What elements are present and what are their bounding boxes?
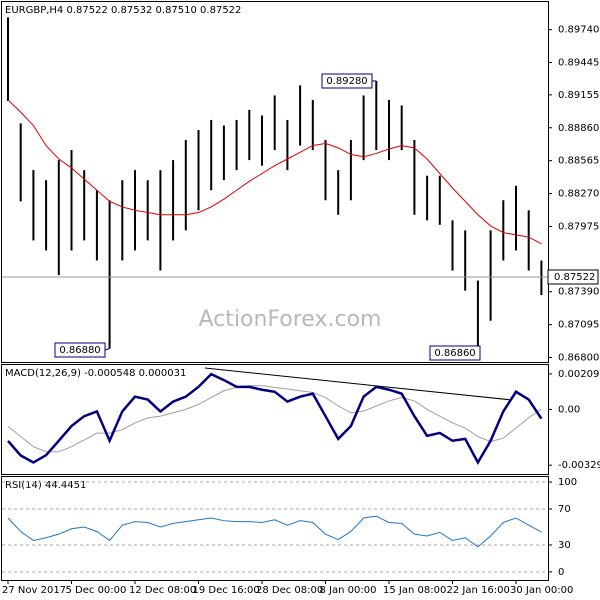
last-price-box xyxy=(547,269,599,285)
price-bar xyxy=(464,230,467,291)
x-tick-label: 19 Dec 16:00 xyxy=(193,585,260,596)
price-bar xyxy=(527,210,530,271)
price-bar xyxy=(388,99,390,161)
y-tick-label: -0.003292 xyxy=(558,460,600,471)
y-tick-label: 100 xyxy=(558,477,577,488)
price-bar xyxy=(324,140,327,201)
price-bar xyxy=(540,260,543,296)
price-bar xyxy=(19,123,22,202)
price-bar xyxy=(7,17,9,101)
x-tick-label: 8 Jan 00:00 xyxy=(320,585,377,596)
annotation-label: 0.86880 xyxy=(59,345,100,356)
macd-header: MACD(12,26,9) -0.000548 0.000031 xyxy=(5,368,186,379)
x-tick-label: 27 Nov 2017 xyxy=(2,585,66,596)
y-tick-label: 0.86800 xyxy=(558,353,599,364)
rsi-line xyxy=(7,515,542,548)
price-bar xyxy=(248,109,251,161)
y-tick-label: 0.89155 xyxy=(558,90,599,101)
y-tick-label: 0.88565 xyxy=(558,156,599,167)
x-tick-label: 5 Dec 00:00 xyxy=(66,585,127,596)
macd-panel xyxy=(1,364,549,475)
annotation-label: 0.86860 xyxy=(434,348,475,359)
x-tick-label: 30 Jan 00:00 xyxy=(510,585,573,596)
y-tick-label: 0.00 xyxy=(558,404,580,415)
y-tick-label: 30 xyxy=(558,540,571,551)
price-bar xyxy=(476,280,479,351)
price-header: EURGBP,H4 0.87522 0.87532 0.87510 0.8752… xyxy=(5,5,241,16)
price-bar xyxy=(108,200,111,349)
price-bar xyxy=(210,119,213,191)
last-price-label: 0.87522 xyxy=(554,272,595,283)
price-bar xyxy=(502,200,505,261)
annotation-box xyxy=(54,342,106,358)
price-bar xyxy=(57,160,60,275)
annotation-box xyxy=(429,345,481,361)
price-bar xyxy=(159,170,162,271)
price-bar xyxy=(489,230,492,321)
x-tick-label: 12 Dec 08:00 xyxy=(129,585,196,596)
x-tick-label: 22 Jan 16:00 xyxy=(447,585,510,596)
price-bar xyxy=(172,160,175,241)
price-bar xyxy=(222,125,225,181)
price-bar xyxy=(273,95,276,151)
price-bar xyxy=(311,99,314,151)
y-tick-label: 70 xyxy=(558,504,571,515)
macd-line xyxy=(7,372,543,466)
y-tick-label: 0 xyxy=(558,567,564,578)
price-bar xyxy=(70,150,73,251)
price-bar xyxy=(32,170,35,241)
y-tick-label: 0.88860 xyxy=(558,123,599,134)
price-bar xyxy=(515,185,517,251)
price-bar xyxy=(426,175,429,221)
price-panel xyxy=(1,1,549,363)
price-bar xyxy=(349,140,352,201)
y-tick-label: 0.89445 xyxy=(558,58,599,69)
annotation-leader xyxy=(104,348,110,351)
price-bar xyxy=(451,220,454,271)
price-bar xyxy=(362,95,365,161)
price-bar xyxy=(184,140,187,231)
price-bar xyxy=(337,170,340,215)
y-tick-label: 0.89740 xyxy=(558,25,599,36)
price-bar xyxy=(45,180,48,251)
price-bar xyxy=(413,140,416,215)
price-bar xyxy=(299,85,302,146)
x-tick-label: 15 Jan 08:00 xyxy=(383,585,446,596)
annotation-label: 0.89280 xyxy=(326,76,367,87)
x-tick-label: 28 Dec 08:00 xyxy=(256,585,323,596)
price-bar xyxy=(375,80,378,151)
price-bar xyxy=(400,105,403,151)
price-bar xyxy=(146,180,149,241)
price-bar xyxy=(286,119,289,171)
trend-line xyxy=(204,367,513,401)
y-tick-label: 0.87390 xyxy=(558,287,599,298)
y-tick-label: 0.88270 xyxy=(558,189,599,200)
price-bar xyxy=(197,130,200,211)
watermark: ActionForex.com xyxy=(199,307,382,332)
y-tick-label: 0.002093 xyxy=(558,369,600,380)
rsi-header: RSI(14) 44.4451 xyxy=(5,480,86,491)
moving-average xyxy=(7,99,542,245)
price-bar xyxy=(95,190,98,261)
y-tick-label: 0.87975 xyxy=(558,221,599,232)
price-bar xyxy=(121,180,124,261)
rsi-panel xyxy=(1,476,549,581)
price-bar xyxy=(261,115,263,166)
price-bar xyxy=(438,175,441,225)
price-bar xyxy=(235,119,238,171)
price-bar xyxy=(83,170,86,241)
y-tick-label: 0.87095 xyxy=(558,320,599,331)
annotation-box xyxy=(321,73,373,89)
macd-line xyxy=(7,385,542,453)
